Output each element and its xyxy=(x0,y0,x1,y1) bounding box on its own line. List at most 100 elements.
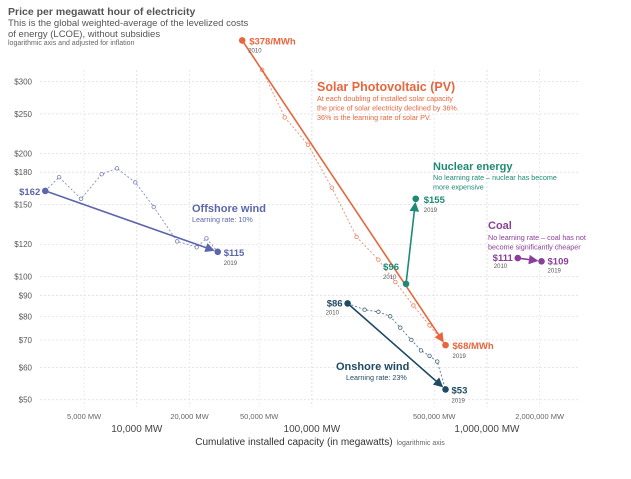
chart-note: logarithmic axis and adjusted for inflat… xyxy=(8,40,135,47)
onshore-wind-end-label: $53 xyxy=(452,385,468,396)
onshore-wind-start-year: 2010 xyxy=(326,310,340,316)
x-axis-title: Cumulative installed capacity (in megawa… xyxy=(195,437,445,448)
offshore-wind-start-point xyxy=(41,187,49,195)
solar-photovoltaic-pv-end-year: 2019 xyxy=(453,354,467,360)
y-tick-label: $70 xyxy=(19,336,33,345)
onshore-wind-series-name: Onshore wind xyxy=(336,361,409,373)
x-tick-label: 10,000 MW xyxy=(111,424,163,435)
solar-photovoltaic-pv-description: At each doubling of installed solar capa… xyxy=(317,94,453,103)
offshore-wind-history-point xyxy=(174,239,180,244)
offshore-wind-history-point xyxy=(151,204,156,210)
x-axis-title-note: logarithmic axis xyxy=(397,440,446,447)
offshore-wind-end-label: $115 xyxy=(224,248,245,259)
y-tick-label: $80 xyxy=(19,312,33,321)
coal-start-point xyxy=(514,254,522,262)
offshore-wind-trend-arrow xyxy=(44,190,215,253)
x-tick-label: 100,000 MW xyxy=(284,424,341,435)
solar-photovoltaic-pv-trend-arrow xyxy=(241,39,444,343)
chart-title: Price per megawatt hour of electricity xyxy=(8,6,196,18)
onshore-wind-start-label: $86 xyxy=(327,298,343,309)
solar-photovoltaic-pv-history-point xyxy=(329,185,335,190)
y-tick-label: $50 xyxy=(19,396,33,405)
solar-photovoltaic-pv-history-point xyxy=(376,257,381,262)
solar-photovoltaic-pv-history-point xyxy=(282,115,287,120)
solar-photovoltaic-pv-start-point xyxy=(238,37,246,44)
coal-description: No learning rate – coal has not xyxy=(488,233,586,242)
x-tick-label: 20,000 MW xyxy=(170,412,209,421)
offshore-wind-history-point xyxy=(133,180,138,185)
solar-photovoltaic-pv-series-name: Solar Photovoltaic (PV) xyxy=(317,80,455,94)
solar-photovoltaic-pv-history-point xyxy=(427,323,432,328)
solar-photovoltaic-pv-history-point xyxy=(354,234,359,240)
offshore-wind-history-point xyxy=(204,236,209,241)
title-block: Price per megawatt hour of electricity T… xyxy=(8,6,258,47)
y-tick-label: $60 xyxy=(19,363,33,372)
x-tick-label: 2,000,000 MW xyxy=(515,412,565,421)
y-tick-label: $150 xyxy=(14,201,32,210)
y-tick-label: $120 xyxy=(14,240,32,249)
x-tick-label: 500,000 MW xyxy=(413,412,456,421)
solar-photovoltaic-pv-start-year: 2010 xyxy=(248,48,262,54)
onshore-wind-history-point xyxy=(435,359,440,364)
onshore-wind-history-point xyxy=(376,309,381,315)
x-tick-label: 5,000 MW xyxy=(67,412,102,421)
y-tick-label: $300 xyxy=(14,77,32,86)
offshore-wind-description: Learning rate: 10% xyxy=(192,215,253,224)
y-tick-label: $100 xyxy=(14,273,32,282)
offshore-wind-history-point xyxy=(114,166,120,171)
onshore-wind-end-year: 2019 xyxy=(452,398,466,404)
x-tick-label: 1,000,000 MW xyxy=(454,424,520,435)
onshore-wind-end-point xyxy=(442,386,449,393)
nuclear-energy-start-point xyxy=(402,280,410,288)
solar-photovoltaic-pv-end-point xyxy=(442,341,449,349)
coal-end-point xyxy=(538,258,545,265)
offshore-wind-end-year: 2019 xyxy=(224,261,238,267)
onshore-wind-history-point xyxy=(362,307,367,312)
offshore-wind-history-point xyxy=(99,171,104,177)
onshore-wind-description: Learning rate: 23% xyxy=(346,373,407,382)
onshore-wind-history-point xyxy=(398,325,403,330)
nuclear-energy-end-point xyxy=(412,195,420,203)
solar-photovoltaic-pv-description: 36% is the learning rate of solar PV. xyxy=(317,113,431,122)
offshore-wind-end-point xyxy=(214,248,222,256)
coal-series-name: Coal xyxy=(488,220,512,232)
onshore-wind-history-point xyxy=(427,353,432,359)
onshore-wind-history-line xyxy=(347,302,446,390)
y-tick-label: $200 xyxy=(14,149,32,158)
onshore-wind-trend-arrow xyxy=(347,302,444,388)
coal-start-label: $111 xyxy=(493,253,514,264)
offshore-wind-history-point xyxy=(194,245,199,250)
nuclear-energy-start-year: 2010 xyxy=(383,275,397,281)
coal-description: become significantly cheaper xyxy=(488,243,581,252)
onshore-wind-history-point xyxy=(409,337,414,343)
offshore-wind-history-point xyxy=(56,175,62,180)
y-tick-label: $180 xyxy=(14,168,32,177)
y-tick-label: $250 xyxy=(14,110,32,119)
onshore-wind-start-point xyxy=(344,300,351,307)
y-tick-label: $90 xyxy=(19,291,33,300)
nuclear-energy-description: No learning rate – nuclear has become xyxy=(433,173,557,182)
x-axis-title-text: Cumulative installed capacity (in megawa… xyxy=(195,437,392,448)
solar-photovoltaic-pv-description: the price of solar electricity declined … xyxy=(317,104,459,113)
onshore-wind-history-point xyxy=(418,348,424,353)
solar-photovoltaic-pv-history-point xyxy=(411,303,416,308)
offshore-wind-start-label: $162 xyxy=(19,187,40,198)
onshore-wind-history-point xyxy=(387,314,393,319)
coal-start-year: 2010 xyxy=(494,264,508,270)
chart-subtitle: This is the global weighted-average of t… xyxy=(8,18,249,40)
nuclear-energy-trend-arrow xyxy=(405,201,420,284)
solar-photovoltaic-pv-history-point xyxy=(305,142,311,148)
solar-photovoltaic-pv-start-label: $378/MWh xyxy=(249,36,296,47)
solar-photovoltaic-pv-history-point xyxy=(393,279,398,285)
solar-photovoltaic-pv-end-label: $68/MWh xyxy=(453,341,494,352)
x-tick-label: 50,000 MW xyxy=(240,412,279,421)
coal-end-label: $109 xyxy=(548,256,569,267)
nuclear-energy-end-year: 2019 xyxy=(424,208,438,214)
offshore-wind-series-name: Offshore wind xyxy=(192,203,266,215)
nuclear-energy-start-label: $96 xyxy=(383,262,399,273)
nuclear-energy-description: more expensive xyxy=(433,183,484,192)
nuclear-energy-series-name: Nuclear energy xyxy=(433,161,513,173)
nuclear-energy-end-label: $155 xyxy=(424,195,446,206)
